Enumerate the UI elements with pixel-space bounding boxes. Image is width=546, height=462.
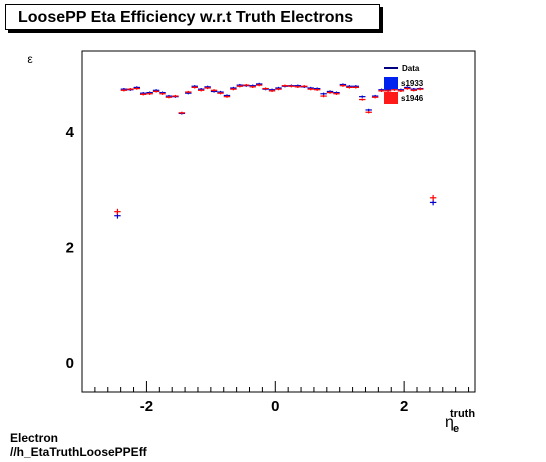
title-box: LoosePP Eta Efficiency w.r.t Truth Elect… (5, 4, 380, 30)
x-tick-label: 0 (271, 398, 279, 415)
legend-swatch-s1933 (384, 77, 398, 89)
footer-label: Electron (10, 431, 59, 445)
x-tick-label: -2 (140, 398, 153, 415)
y-axis-label: ε (27, 52, 33, 66)
y-tick-label: 4 (66, 124, 75, 141)
y-tick-label: 0 (66, 355, 74, 372)
chart-title: LoosePP Eta Efficiency w.r.t Truth Elect… (18, 9, 354, 26)
legend-label-s1946: s1946 (401, 94, 424, 103)
plot-frame (81, 50, 476, 393)
legend-swatch-s1946 (384, 92, 398, 104)
x-axis-label: η (445, 414, 454, 431)
legend-label-s1933: s1933 (401, 79, 424, 88)
x-tick-label: 2 (400, 398, 408, 415)
x-axis-label-subscript: e (453, 423, 459, 435)
y-tick-label: 2 (66, 240, 74, 257)
legend-data-label: Data (402, 64, 420, 73)
x-axis-label-superscript: truth (450, 408, 475, 420)
footer-histogram-path: //h_EtaTruthLoosePPEff (10, 445, 147, 459)
